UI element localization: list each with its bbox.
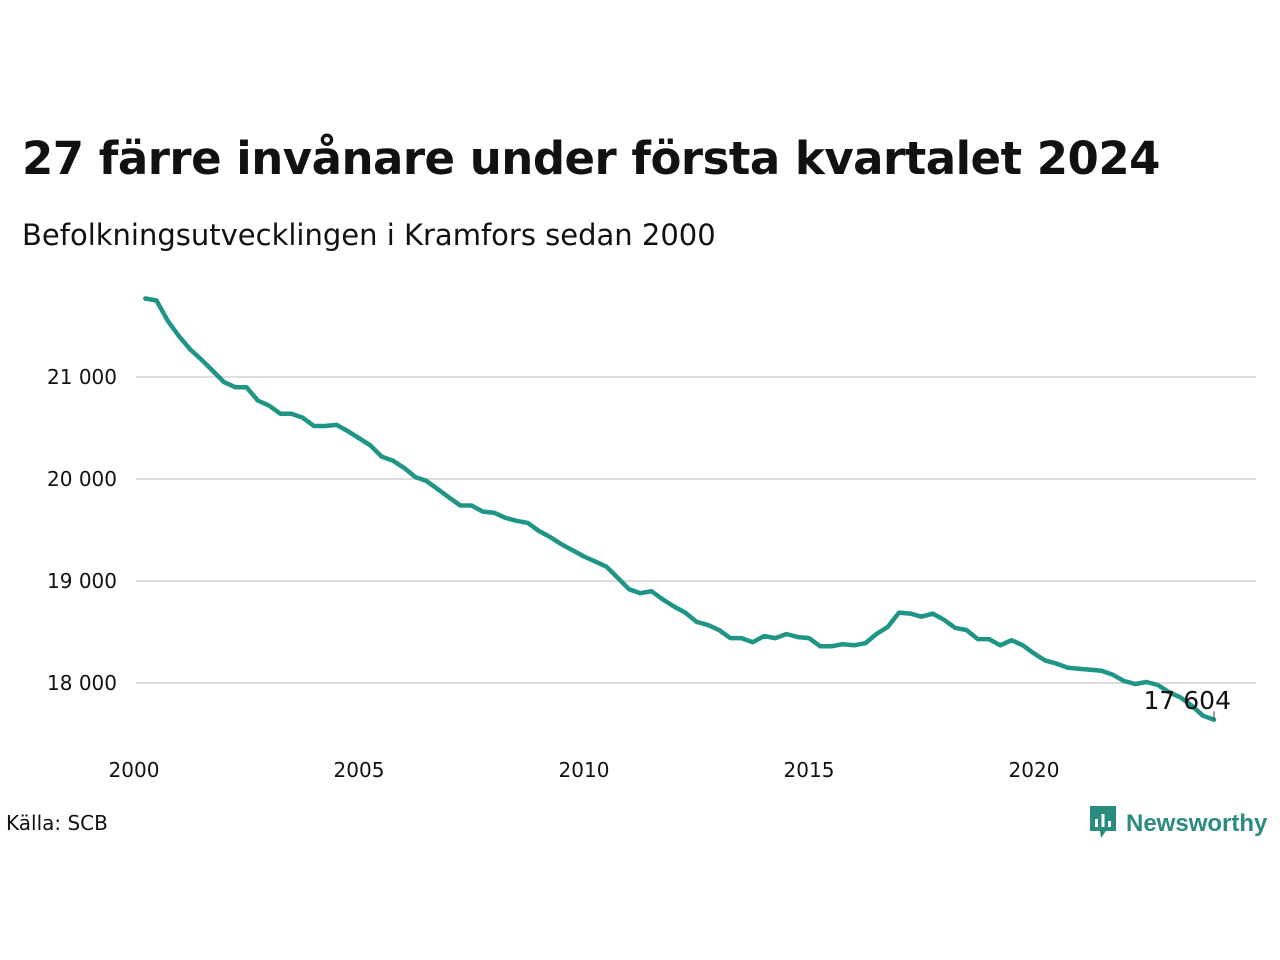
- end-label-layer: 17 604: [1144, 686, 1231, 720]
- x-tick-label: 2015: [784, 758, 835, 782]
- x-axis-ticks: 2000 2005 2010 2015 2020: [109, 758, 1060, 782]
- y-tick-label: 21 000: [47, 365, 117, 389]
- x-tick-label: 2005: [334, 758, 385, 782]
- bar-chart-speech-bubble-icon: [1088, 804, 1118, 844]
- y-axis-ticks: 18 000 19 000 20 000 21 000: [47, 365, 117, 695]
- source-note: Källa: SCB: [6, 811, 108, 835]
- x-tick-label: 2010: [559, 758, 610, 782]
- brand-name: Newsworthy: [1126, 810, 1268, 837]
- chart-subtitle: Befolkningsutvecklingen i Kramfors sedan…: [22, 218, 716, 252]
- end-value-label: 17 604: [1144, 686, 1231, 715]
- newsworthy-logo: Newsworthy: [1088, 804, 1267, 844]
- chart-title: 27 färre invånare under första kvartalet…: [22, 132, 1161, 185]
- series-line: [143, 296, 1217, 722]
- x-tick-label: 2020: [1009, 758, 1060, 782]
- gridlines: [136, 376, 1256, 684]
- y-tick-label: 19 000: [47, 569, 117, 593]
- y-tick-label: 18 000: [47, 671, 117, 695]
- y-tick-label: 20 000: [47, 467, 117, 491]
- series-layer: [143, 296, 1217, 722]
- x-tick-label: 2000: [109, 758, 160, 782]
